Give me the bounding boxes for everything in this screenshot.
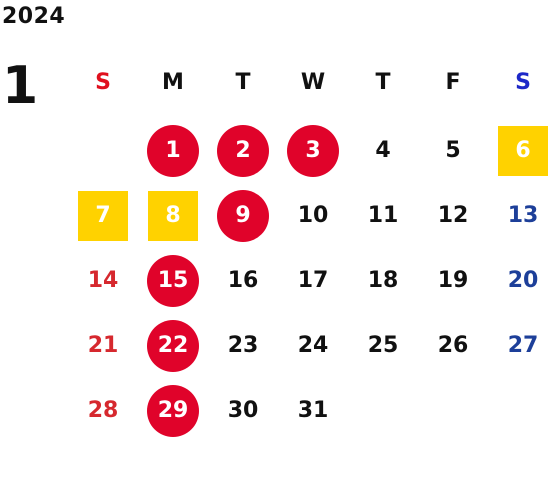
day-number-26: 26 bbox=[437, 333, 469, 358]
day-cell: 25 bbox=[348, 313, 418, 378]
day-number-25: 25 bbox=[367, 333, 399, 358]
day-cell: 24 bbox=[278, 313, 348, 378]
day-number-13: 13 bbox=[507, 203, 539, 228]
weekday-monday: M bbox=[162, 69, 184, 95]
day-number-31: 31 bbox=[297, 398, 329, 423]
day-number-7: 7 bbox=[78, 190, 128, 241]
day-number-1: 1 bbox=[147, 124, 199, 177]
day-cell: 31 bbox=[278, 378, 348, 443]
day-number-23: 23 bbox=[227, 333, 259, 358]
day-cell: 10 bbox=[278, 183, 348, 248]
day-cell: 5 bbox=[418, 118, 488, 183]
day-cell: 20 bbox=[488, 248, 548, 313]
day-cell: 17 bbox=[278, 248, 348, 313]
day-number-15: 15 bbox=[147, 254, 199, 307]
day-number-21: 21 bbox=[87, 333, 119, 358]
weekday-wednesday: W bbox=[300, 69, 326, 95]
day-cell: 21 bbox=[68, 313, 138, 378]
day-cell: 22 bbox=[138, 313, 208, 378]
day-number-16: 16 bbox=[227, 268, 259, 293]
day-cell: 23 bbox=[208, 313, 278, 378]
day-cell: 8 bbox=[138, 183, 208, 248]
day-number-28: 28 bbox=[87, 398, 119, 423]
day-cell: 28 bbox=[68, 378, 138, 443]
day-cell: 1 bbox=[138, 118, 208, 183]
weekday-friday: F bbox=[445, 69, 461, 95]
day-number-8: 8 bbox=[148, 190, 198, 241]
day-cell: 14 bbox=[68, 248, 138, 313]
day-cell: 29 bbox=[138, 378, 208, 443]
day-number-17: 17 bbox=[297, 268, 329, 293]
day-cell: 4 bbox=[348, 118, 418, 183]
day-cell: 2 bbox=[208, 118, 278, 183]
day-number-29: 29 bbox=[147, 384, 199, 437]
day-grid: 1 2 3 4 5 6 7 8 9 10 11 12 13 14 15 16 17 18 19 20 21 22 23 24 2… bbox=[68, 118, 548, 448]
day-number-14: 14 bbox=[87, 268, 119, 293]
day-cell: 6 bbox=[488, 118, 548, 183]
day-number-3: 3 bbox=[287, 124, 339, 177]
day-cell: 13 bbox=[488, 183, 548, 248]
weekday-saturday: S bbox=[515, 69, 531, 95]
weekday-sunday: S bbox=[95, 69, 111, 95]
day-cell: 27 bbox=[488, 313, 548, 378]
day-cell: 3 bbox=[278, 118, 348, 183]
day-number-22: 22 bbox=[147, 319, 199, 372]
day-number-2: 2 bbox=[217, 124, 269, 177]
day-number-20: 20 bbox=[507, 268, 539, 293]
day-cell: 9 bbox=[208, 183, 278, 248]
day-cell: 7 bbox=[68, 183, 138, 248]
weekday-thursday: T bbox=[375, 69, 391, 95]
day-number-11: 11 bbox=[367, 203, 399, 228]
day-cell: 19 bbox=[418, 248, 488, 313]
day-number-6: 6 bbox=[498, 125, 548, 176]
day-cell: 11 bbox=[348, 183, 418, 248]
day-cell: 18 bbox=[348, 248, 418, 313]
weekday-tuesday: T bbox=[235, 69, 251, 95]
day-number-30: 30 bbox=[227, 398, 259, 423]
month-label: 1 bbox=[2, 56, 39, 116]
year-label: 2024 bbox=[2, 4, 66, 29]
day-number-9: 9 bbox=[217, 189, 269, 242]
day-number-24: 24 bbox=[297, 333, 329, 358]
day-cell: 16 bbox=[208, 248, 278, 313]
day-number-18: 18 bbox=[367, 268, 399, 293]
day-number-27: 27 bbox=[507, 333, 539, 358]
day-number-4: 4 bbox=[375, 138, 391, 163]
day-cell: 30 bbox=[208, 378, 278, 443]
day-cell: 26 bbox=[418, 313, 488, 378]
day-cell: 15 bbox=[138, 248, 208, 313]
day-number-19: 19 bbox=[437, 268, 469, 293]
day-cell: 12 bbox=[418, 183, 488, 248]
day-number-10: 10 bbox=[297, 203, 329, 228]
day-number-12: 12 bbox=[437, 203, 469, 228]
day-number-5: 5 bbox=[445, 138, 461, 163]
